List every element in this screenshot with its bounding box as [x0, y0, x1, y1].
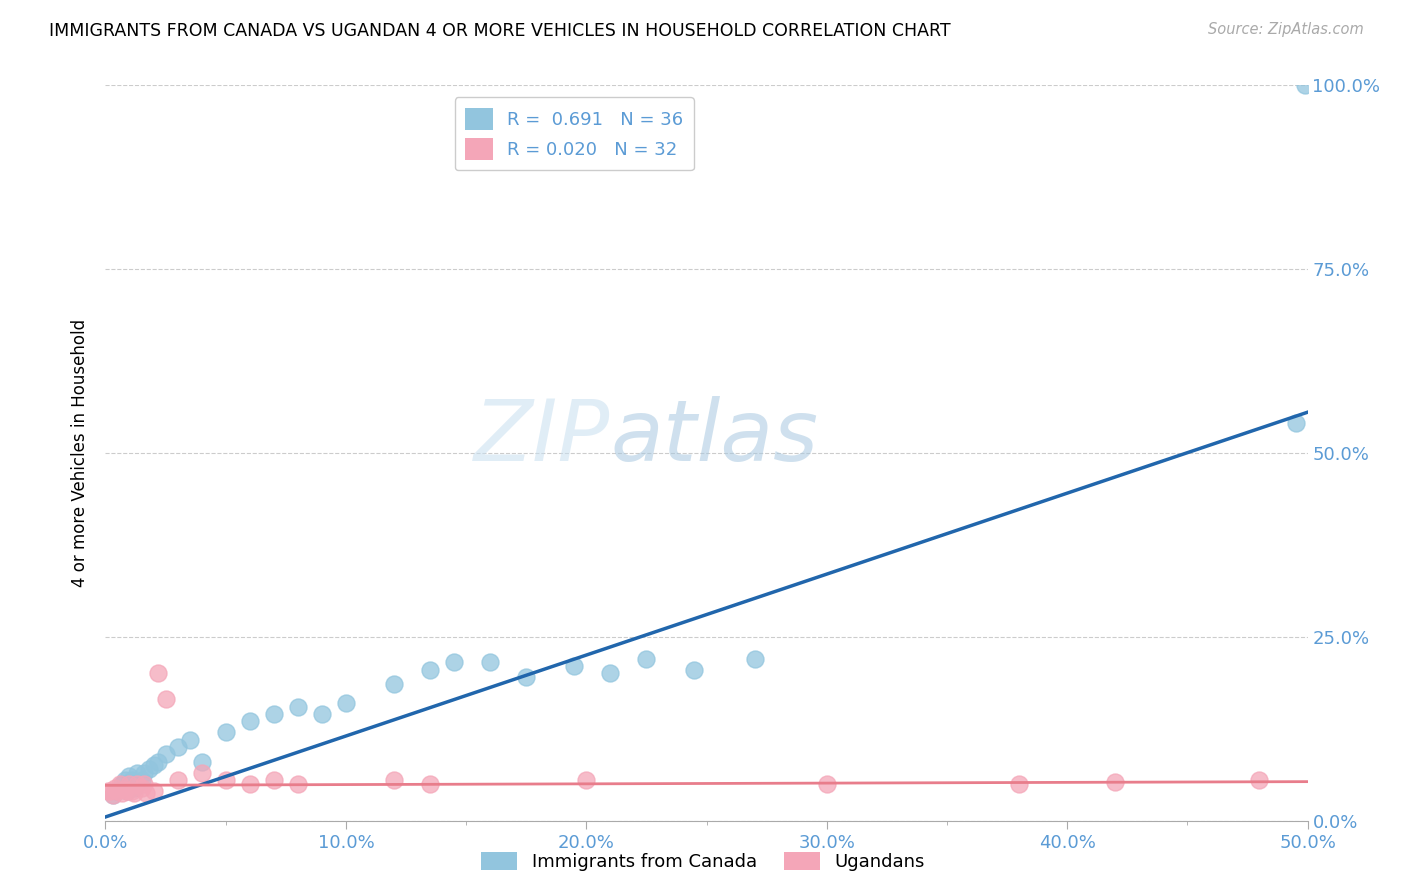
Point [239, 777, 262, 791]
Point [179, 732, 201, 747]
Point [419, 777, 441, 791]
Point [1104, 775, 1126, 789]
Point [190, 765, 212, 780]
Point [166, 773, 188, 788]
Point [132, 777, 155, 791]
Point [124, 786, 146, 800]
Point [335, 696, 357, 710]
Point [142, 784, 165, 798]
Point [107, 784, 129, 798]
Point [138, 762, 160, 776]
Point [101, 788, 124, 802]
Point [97, 784, 120, 798]
Y-axis label: 4 or more Vehicles in Household: 4 or more Vehicles in Household [72, 318, 90, 587]
Point [101, 788, 124, 802]
Point [148, 666, 170, 681]
Point [107, 784, 129, 798]
Point [131, 780, 153, 795]
Point [142, 758, 165, 772]
Point [118, 769, 141, 784]
Point [1008, 777, 1031, 791]
Legend: R =  0.691   N = 36, R = 0.020   N = 32: R = 0.691 N = 36, R = 0.020 N = 32 [454, 97, 695, 170]
Point [599, 666, 621, 681]
Text: ZIP: ZIP [474, 396, 610, 480]
Point [125, 765, 148, 780]
Point [815, 777, 838, 791]
Point [135, 786, 157, 800]
Point [98, 784, 121, 798]
Point [1249, 773, 1271, 788]
Point [124, 780, 146, 795]
Point [382, 677, 405, 691]
Point [263, 706, 285, 721]
Point [115, 784, 138, 798]
Point [479, 656, 502, 670]
Point [744, 651, 766, 665]
Point [104, 780, 127, 795]
Point [515, 670, 537, 684]
Point [287, 699, 309, 714]
Text: atlas: atlas [610, 396, 818, 480]
Point [108, 777, 131, 791]
Point [166, 740, 188, 755]
Point [148, 755, 170, 769]
Point [287, 777, 309, 791]
Point [263, 773, 285, 788]
Point [121, 773, 143, 788]
Text: IMMIGRANTS FROM CANADA VS UGANDAN 4 OR MORE VEHICLES IN HOUSEHOLD CORRELATION CH: IMMIGRANTS FROM CANADA VS UGANDAN 4 OR M… [49, 22, 950, 40]
Point [155, 692, 177, 706]
Point [239, 714, 262, 729]
Point [121, 784, 143, 798]
Legend: Immigrants from Canada, Ugandans: Immigrants from Canada, Ugandans [474, 845, 932, 879]
Point [1284, 416, 1306, 431]
Text: Source: ZipAtlas.com: Source: ZipAtlas.com [1208, 22, 1364, 37]
Point [125, 777, 148, 791]
Point [155, 747, 177, 762]
Point [636, 651, 658, 665]
Point [114, 782, 136, 797]
Point [118, 777, 141, 791]
Point [1294, 78, 1316, 92]
Point [114, 773, 136, 788]
Point [575, 773, 598, 788]
Point [683, 663, 706, 677]
Point [111, 786, 134, 800]
Point [214, 725, 236, 739]
Point [311, 706, 333, 721]
Point [111, 777, 134, 791]
Point [131, 773, 153, 788]
Point [562, 659, 585, 673]
Point [190, 755, 212, 769]
Point [419, 663, 441, 677]
Point [132, 765, 155, 780]
Point [115, 784, 138, 798]
Point [382, 773, 405, 788]
Point [443, 656, 465, 670]
Point [214, 773, 236, 788]
